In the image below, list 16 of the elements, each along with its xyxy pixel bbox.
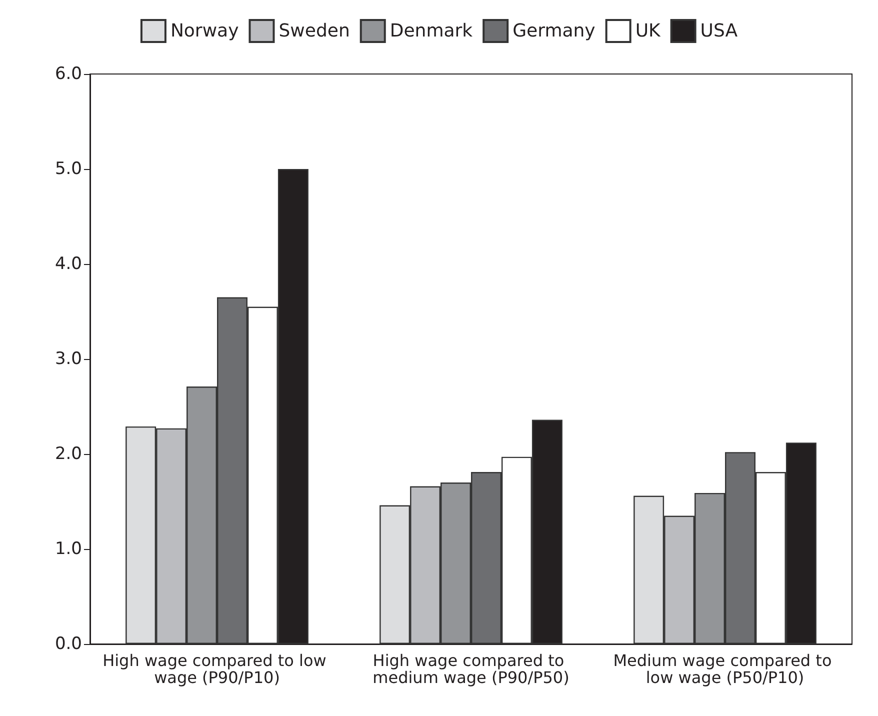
legend-label: Norway (170, 20, 240, 42)
legend-label: Denmark (390, 20, 474, 42)
y-tick-label: 2.0 (54, 444, 82, 464)
y-tick-label: 0.0 (54, 634, 82, 654)
y-tick-label: 3.0 (54, 349, 82, 369)
legend-label: Germany (512, 20, 596, 42)
x-tick-label: High wage compared to medium wage (P90/P50) (372, 651, 570, 687)
legend-label: UK (635, 20, 662, 42)
y-tick-label: 4.0 (54, 254, 82, 274)
x-tick-label: High wage compared to low wage (P90/P10) (102, 651, 332, 687)
legend-label: Sweden (278, 20, 350, 42)
y-tick-label: 5.0 (54, 159, 82, 179)
y-tick-label: 6.0 (54, 64, 82, 84)
x-tick-label: Medium wage compared to low wage (P50/P10) (613, 651, 837, 687)
legend-label: USA (700, 20, 738, 42)
y-tick-label: 1.0 (54, 539, 82, 559)
